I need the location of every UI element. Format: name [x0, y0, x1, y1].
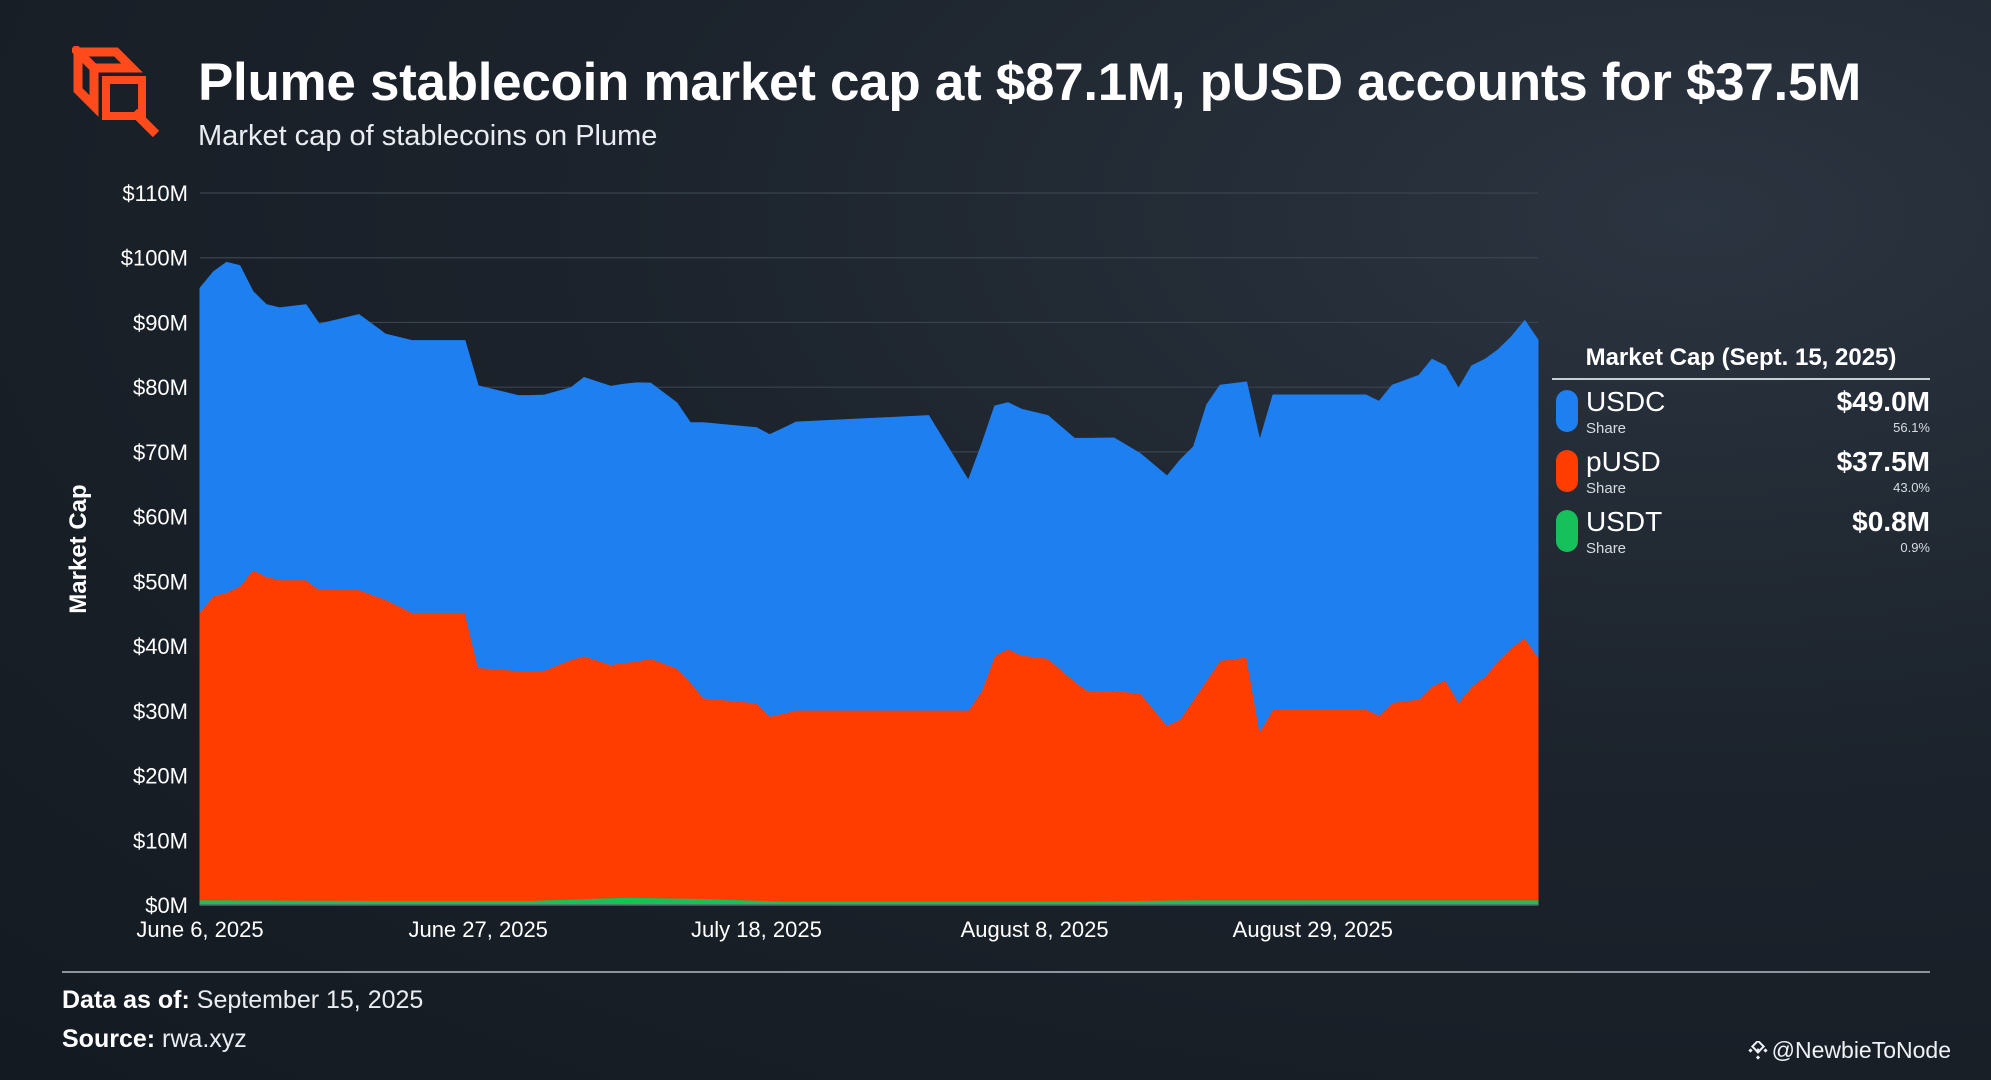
- legend-share-label: Share: [1586, 420, 1627, 437]
- legend-swatch-pusd: [1556, 450, 1578, 492]
- legend-share-label: Share: [1586, 480, 1627, 497]
- legend-swatch-usdc: [1556, 390, 1578, 432]
- legend-name: pUSD: [1586, 446, 1661, 477]
- x-tick-label: August 29, 2025: [1233, 917, 1393, 942]
- credit-text: @NewbieToNode: [1771, 1037, 1951, 1063]
- y-tick-label: $60M: [133, 505, 188, 530]
- data-as-of-label: Data as of:: [62, 986, 190, 1014]
- legend-title: Market Cap (Sept. 15, 2025): [1552, 344, 1930, 380]
- y-tick-label: $40M: [133, 634, 188, 659]
- y-tick-label: $20M: [133, 764, 188, 789]
- y-axis-label: Market Cap: [65, 484, 92, 613]
- data-as-of-value: September 15, 2025: [196, 986, 424, 1014]
- y-tick-label: $80M: [133, 375, 188, 400]
- footer-divider: [62, 971, 1930, 973]
- x-tick-label: June 27, 2025: [408, 917, 547, 942]
- legend-name: USDT: [1586, 506, 1663, 537]
- legend-share: 56.1%: [1893, 420, 1930, 435]
- legend-item-usdt: USDT Share $0.8M 0.9%: [1552, 500, 1930, 560]
- source-label: Source:: [62, 1025, 156, 1053]
- chart-subtitle: Market cap of stablecoins on Plume: [198, 120, 658, 152]
- y-tick-label: $0M: [145, 893, 188, 918]
- area-series-usdc: [199, 261, 1539, 733]
- chart-legend: Market Cap (Sept. 15, 2025) USDC Share $…: [1552, 344, 1930, 560]
- source-line: Source: rwa.xyz: [62, 1025, 247, 1054]
- legend-swatch-usdt: [1556, 510, 1578, 552]
- legend-share: 0.9%: [1900, 540, 1930, 555]
- legend-share-label: Share: [1586, 540, 1627, 557]
- x-tick-label: August 8, 2025: [961, 917, 1109, 942]
- y-tick-label: $100M: [121, 246, 188, 271]
- y-tick-label: $50M: [133, 569, 188, 594]
- data-as-of: Data as of: September 15, 2025: [62, 986, 423, 1015]
- binance-diamond-icon: [1748, 1041, 1768, 1060]
- chart-title: Plume stablecoin market cap at $87.1M, p…: [198, 53, 1861, 112]
- legend-item-usdc: USDC Share $49.0M 56.1%: [1552, 380, 1930, 440]
- source-value: rwa.xyz: [162, 1025, 247, 1053]
- x-tick-label: July 18, 2025: [691, 917, 822, 942]
- y-tick-label: $110M: [122, 181, 188, 206]
- rwa-xyz-logo-icon: [72, 46, 160, 138]
- legend-value: $37.5M: [1836, 446, 1930, 477]
- legend-value: $0.8M: [1852, 506, 1930, 537]
- author-credit: @NewbieToNode: [1748, 1037, 1951, 1064]
- legend-share: 43.0%: [1893, 480, 1930, 495]
- y-tick-label: $70M: [133, 440, 188, 465]
- legend-name: USDC: [1586, 386, 1666, 417]
- legend-item-pusd: pUSD Share $37.5M 43.0%: [1552, 440, 1930, 500]
- x-tick-label: June 6, 2025: [136, 917, 263, 942]
- y-tick-label: $90M: [133, 310, 188, 335]
- y-tick-label: $30M: [133, 699, 188, 724]
- y-tick-label: $10M: [133, 828, 188, 853]
- legend-value: $49.0M: [1836, 386, 1930, 417]
